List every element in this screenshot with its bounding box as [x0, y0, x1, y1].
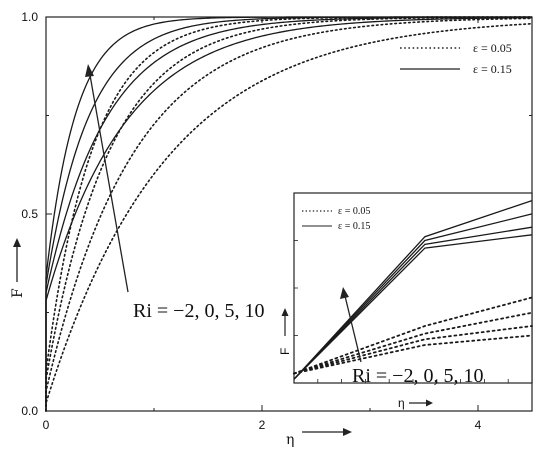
x-tick-label: 4 [475, 418, 482, 432]
inset: ε = 0.05 ε = 0.15 η F Ri = −2, 0, 5, 10 [278, 192, 533, 410]
main-y-axis-arrowhead [13, 238, 21, 247]
main-x-axis-arrowhead [343, 428, 352, 436]
inset-annotation-arrowhead [340, 287, 349, 299]
main-legend: ε = 0.05 ε = 0.15 [400, 41, 512, 76]
main-y-axis-title: F [10, 238, 26, 298]
main-axes: 0 2 4 0.0 0.5 1.0 [21, 10, 532, 432]
inset-annotation-text: Ri = −2, 0, 5, 10 [352, 365, 483, 387]
legend-label-dotted: ε = 0.05 [473, 41, 512, 55]
legend-label-solid: ε = 0.15 [473, 62, 512, 76]
main-x-axis-label: η [286, 432, 294, 448]
inset-curves [293, 199, 533, 380]
y-tick-label: 0.5 [21, 207, 38, 221]
inset-legend-label-solid: ε = 0.15 [338, 221, 370, 232]
inset-series-line-dotted [293, 334, 533, 375]
inset-x-axis-label: η [398, 396, 405, 410]
inset-y-axis-label: F [278, 348, 292, 355]
inset-x-axis-arrowhead [426, 399, 433, 407]
main-x-axis-title: η [286, 428, 352, 448]
inset-series-line-dotted [293, 325, 533, 375]
main-annotation-text: Ri = −2, 0, 5, 10 [133, 300, 264, 322]
x-tick-label: 0 [43, 418, 50, 432]
series-line-solid-ri-10 [45, 16, 532, 411]
inset-series-line-dotted [293, 296, 533, 375]
inset-annotation: Ri = −2, 0, 5, 10 [340, 287, 483, 387]
main-annotation-arrowhead [85, 64, 94, 77]
inset-series-line-solid [293, 234, 533, 380]
main-y-axis-label: F [10, 288, 26, 298]
main-annotation: Ri = −2, 0, 5, 10 [85, 64, 264, 322]
inset-legend-label-dotted: ε = 0.05 [338, 206, 370, 217]
x-tick-label: 2 [259, 418, 266, 432]
inset-frame [293, 192, 533, 384]
inset-ticks [294, 240, 509, 383]
inset-series-line-solid [293, 213, 533, 380]
series-line-dotted-ri-0 [45, 17, 533, 412]
y-tick-label: 0.0 [21, 404, 38, 418]
inset-series-line-solid [293, 199, 533, 380]
main-curves [45, 16, 533, 412]
inset-y-axis-arrowhead [281, 308, 289, 316]
inset-annotation-arrow [344, 295, 362, 363]
series-line-solid-ri-m2 [45, 17, 533, 411]
inset-series-line-dotted [293, 311, 533, 375]
y-tick-label: 1.0 [21, 10, 38, 24]
main-annotation-arrow [89, 74, 129, 293]
inset-x-axis-title: η [398, 396, 433, 410]
series-line-dotted-ri-m2 [45, 22, 533, 412]
inset-legend: ε = 0.05 ε = 0.15 [302, 206, 370, 232]
inset-series-line-solid [293, 226, 533, 380]
inset-y-axis-title: F [278, 308, 292, 355]
